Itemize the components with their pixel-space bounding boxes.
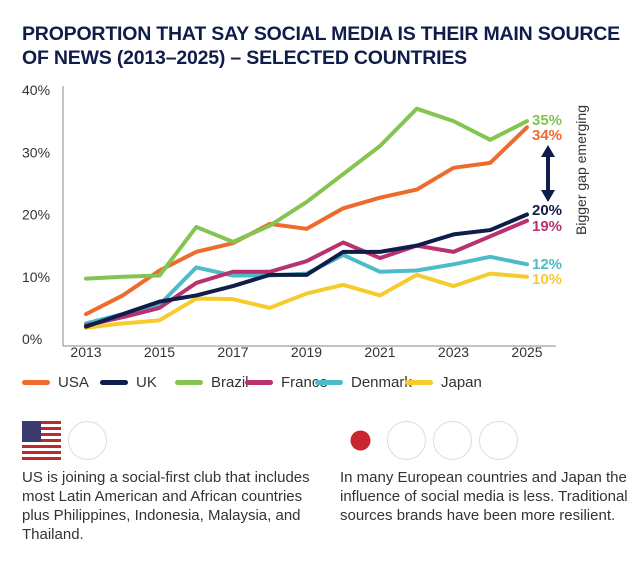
usa-flag-icon (22, 421, 107, 460)
arrow-down-icon (541, 190, 555, 202)
x-tick-label: 2013 (70, 344, 101, 360)
y-tick-label: 40% (22, 82, 50, 98)
series-line-japan (84, 271, 529, 330)
series-line-denmark (84, 252, 529, 326)
line-chart: 0% 10% 20% 30% 40% 2013 2015 2017 2019 2021 2023 20… (22, 82, 589, 360)
legend-swatch (175, 380, 203, 385)
note-right: In many European countries and Japan the… (340, 469, 628, 524)
x-tick-label: 2025 (511, 344, 542, 360)
legend-swatch (315, 380, 343, 385)
legend-swatch (22, 380, 50, 385)
legend-item-japan: Japan (405, 374, 482, 391)
y-tick-label: 10% (22, 269, 50, 285)
y-tick-label: 0% (22, 331, 42, 347)
gap-annotation: Bigger gap emerging (573, 105, 589, 235)
series-line-brazil (84, 106, 529, 281)
arrow-up-icon (541, 145, 555, 157)
x-tick-label: 2021 (364, 344, 395, 360)
legend-label: Brazil (211, 374, 249, 391)
legend-item-brazil: Brazil (175, 374, 249, 391)
x-tick-label: 2017 (217, 344, 248, 360)
end-label-uk: 20% (532, 202, 562, 219)
legend-item-denmark: Denmark (315, 374, 412, 391)
legend-swatch (405, 380, 433, 385)
end-label-japan: 10% (532, 271, 562, 288)
end-label-usa: 34% (532, 127, 562, 144)
france-flag-icon (341, 421, 426, 460)
x-tick-label: 2023 (438, 344, 469, 360)
legend-item-france: France (245, 374, 328, 391)
chart-title: PROPORTION THAT SAY SOCIAL MEDIA IS THEI… (22, 23, 620, 69)
series-line-france (84, 218, 529, 328)
denmark-flag-icon (341, 421, 472, 460)
y-tick-label: 20% (22, 207, 50, 223)
end-label-france: 19% (532, 218, 562, 235)
x-tick-label: 2019 (291, 344, 322, 360)
end-label-brazil: 35% (532, 112, 562, 129)
note-left: US is joining a social-first club that i… (22, 469, 310, 543)
series-line-usa (84, 125, 529, 317)
legend-item-usa: USA (22, 374, 89, 391)
legend-label: Japan (441, 374, 482, 391)
series-line-uk (84, 212, 529, 329)
legend: USA UK Brazil France Denmark Japan (22, 374, 622, 396)
japan-flag-icon (341, 421, 518, 460)
legend-swatch (245, 380, 273, 385)
flags-right (341, 421, 518, 460)
legend-label: France (281, 374, 328, 391)
legend-label: UK (136, 374, 157, 391)
legend-label: USA (58, 374, 89, 391)
legend-label: Denmark (351, 374, 412, 391)
x-tick-label: 2015 (144, 344, 175, 360)
legend-swatch (100, 380, 128, 385)
flags-left (22, 421, 107, 460)
legend-item-uk: UK (100, 374, 157, 391)
y-tick-label: 30% (22, 144, 50, 160)
end-label-denmark: 12% (532, 256, 562, 273)
